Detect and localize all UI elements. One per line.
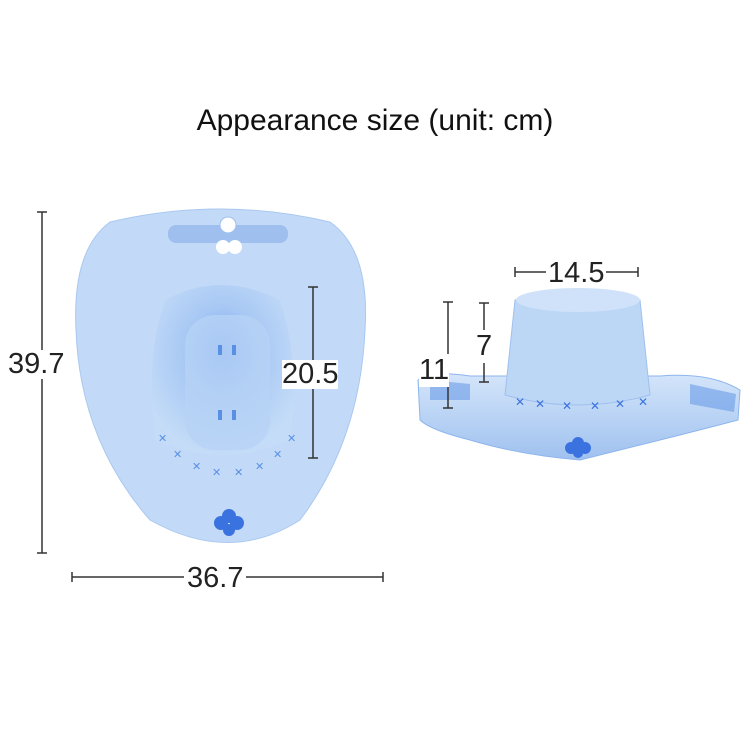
svg-text:✕: ✕ [255,460,264,473]
svg-text:✕: ✕ [615,397,625,411]
svg-text:✕: ✕ [173,448,182,461]
svg-text:✕: ✕ [192,460,201,473]
svg-text:✕: ✕ [590,399,600,413]
total-height-label: 11 [419,354,450,387]
svg-text:✕: ✕ [287,432,296,445]
height-label: 39.7 [8,348,65,380]
inner-length-label: 20.5 [282,358,339,390]
svg-text:✕: ✕ [273,448,282,461]
svg-text:✕: ✕ [535,397,545,411]
side-drain-cross-icon [565,437,591,458]
basin-side-view: ✕ ✕ ✕ ✕ ✕ ✕ [417,288,741,461]
drain-cross-icon [214,509,244,536]
basin-top-view: ✕ ✕ ✕ ✕ ✕ ✕ ✕ ✕ [75,208,367,543]
svg-text:✕: ✕ [212,466,221,479]
svg-text:✕: ✕ [234,466,243,479]
diagram-title: Appearance size (unit: cm) [196,104,554,137]
svg-text:✕: ✕ [515,395,525,409]
svg-text:✕: ✕ [562,399,572,413]
bowl-height-label: 7 [476,330,493,363]
svg-text:✕: ✕ [638,395,648,409]
top-diameter-label: 14.5 [546,257,607,289]
width-label: 36.7 [184,564,247,593]
svg-text:✕: ✕ [158,432,167,445]
